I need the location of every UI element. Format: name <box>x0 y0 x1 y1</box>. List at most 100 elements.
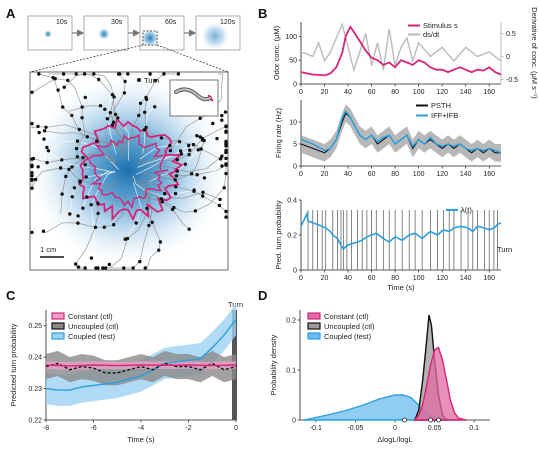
turn-marker <box>30 121 34 126</box>
median-marker <box>428 417 434 423</box>
x-tick-label: 40 <box>344 171 352 178</box>
turn-marker <box>116 72 121 76</box>
y-axis-label: Predicted turn probability <box>9 323 18 406</box>
turn-marker <box>192 189 196 193</box>
turn-marker <box>220 154 224 158</box>
x-tick-label: 0 <box>299 275 303 282</box>
x-tick-label: -4 <box>138 425 144 432</box>
turn-marker <box>224 162 228 166</box>
turn-marker <box>30 174 34 178</box>
turn-marker <box>80 105 84 109</box>
turn-marker <box>187 143 191 148</box>
turn-marker <box>84 175 88 179</box>
x-tick-label: 80 <box>391 171 399 178</box>
legend-swatch <box>51 322 65 330</box>
turn-marker <box>62 85 66 89</box>
turn-marker <box>178 149 183 153</box>
turn-marker <box>137 113 141 118</box>
x-tick-label: 140 <box>460 89 472 96</box>
trajectory-path <box>31 123 121 150</box>
trajectory-path <box>75 178 122 269</box>
turn-marker <box>61 72 66 76</box>
turn-marker <box>53 77 57 81</box>
x-tick-label: 0.1 <box>469 425 479 432</box>
turn-marker <box>64 174 68 179</box>
turn-marker <box>96 266 100 270</box>
panel-b-odor-concentration: 0 20 40 60 80 100 120 140 160 0 50 100 Odor conc. (μ… <box>272 7 538 99</box>
turn-marker <box>224 171 228 176</box>
x-tick-label: 160 <box>483 275 495 282</box>
series-uncoupled <box>45 362 237 374</box>
turn-marker <box>193 209 198 213</box>
series-iff-ifb <box>300 109 502 154</box>
y-tick-label: 0.22 <box>28 418 42 425</box>
turn-marker <box>60 158 64 162</box>
turn-marker <box>202 138 206 143</box>
turn-marker <box>36 124 40 129</box>
turn-marker <box>33 177 38 182</box>
turn-marker <box>143 110 147 115</box>
y-tick-label: 50 <box>289 58 297 65</box>
turn-marker <box>30 171 34 175</box>
turn-marker <box>138 259 142 264</box>
x-tick-label: 0 <box>393 425 397 432</box>
right-tick-label: -0.5 <box>506 77 518 84</box>
turn-marker <box>41 229 46 233</box>
turn-marker <box>36 165 40 169</box>
turn-marker <box>218 157 223 161</box>
turn-marker <box>159 197 164 201</box>
legend-label: ds/dt <box>423 30 440 39</box>
turn-marker <box>179 152 184 156</box>
panel-label-c: C <box>6 288 16 303</box>
legend-label: PSTH <box>431 101 451 110</box>
turn-marker <box>67 167 71 171</box>
turn-marker <box>173 191 178 196</box>
turn-marker <box>45 160 49 165</box>
turn-marker <box>215 136 219 141</box>
y-tick-label: 0 <box>293 82 297 89</box>
turn-marker <box>143 266 147 270</box>
turn-marker <box>224 124 228 128</box>
turn-marker <box>123 79 127 84</box>
turn-marker <box>30 230 34 235</box>
trajectory-path <box>44 130 116 165</box>
turn-marker <box>220 164 224 168</box>
legend-label: Constant (ctl) <box>68 312 113 321</box>
x-tick-label: 160 <box>483 171 495 178</box>
turn-marker <box>224 148 228 152</box>
turn-marker <box>45 145 49 150</box>
turn-marker <box>89 203 93 207</box>
turn-marker <box>61 105 65 109</box>
turn-marker <box>85 195 89 199</box>
y-tick-label: 100 <box>285 34 297 41</box>
turn-marker <box>76 214 80 218</box>
turn-marker <box>217 203 222 208</box>
turn-marker <box>168 148 173 153</box>
turn-marker <box>76 265 81 269</box>
x-tick-label: 120 <box>436 275 448 282</box>
turn-marker <box>175 158 179 162</box>
turn-marker <box>116 116 120 120</box>
boundary-contour-1 <box>77 117 184 222</box>
panel-a-trajectories: 10s 30s 60s 120s Turn <box>27 15 241 271</box>
x-axis-label: ΔlogL/logL <box>377 435 412 444</box>
trajectory-path <box>102 179 153 269</box>
density-constant <box>413 346 467 421</box>
turn-marker <box>66 78 70 83</box>
turn-marker <box>195 134 199 138</box>
panel-label-a: A <box>6 6 16 21</box>
y-axis-label: Probability density <box>269 334 278 395</box>
turn-marker <box>58 166 63 170</box>
legend-swatch <box>307 332 321 340</box>
turn-marker <box>188 148 192 152</box>
legend-swatch <box>51 332 65 340</box>
panel-b-turn-probability: 0 20 40 60 80 100 120 140 160 0 0.2 0.4 Pred. turn p… <box>274 198 512 293</box>
trajectory-path <box>31 78 104 174</box>
turn-marker <box>75 139 80 143</box>
median-marker <box>436 417 441 423</box>
turn-marker <box>96 211 100 216</box>
turn-marker <box>75 155 80 159</box>
turn-marker <box>30 164 34 169</box>
turn-legend-label: Turn <box>144 76 159 85</box>
legend-label: Coupled (test) <box>68 332 116 341</box>
